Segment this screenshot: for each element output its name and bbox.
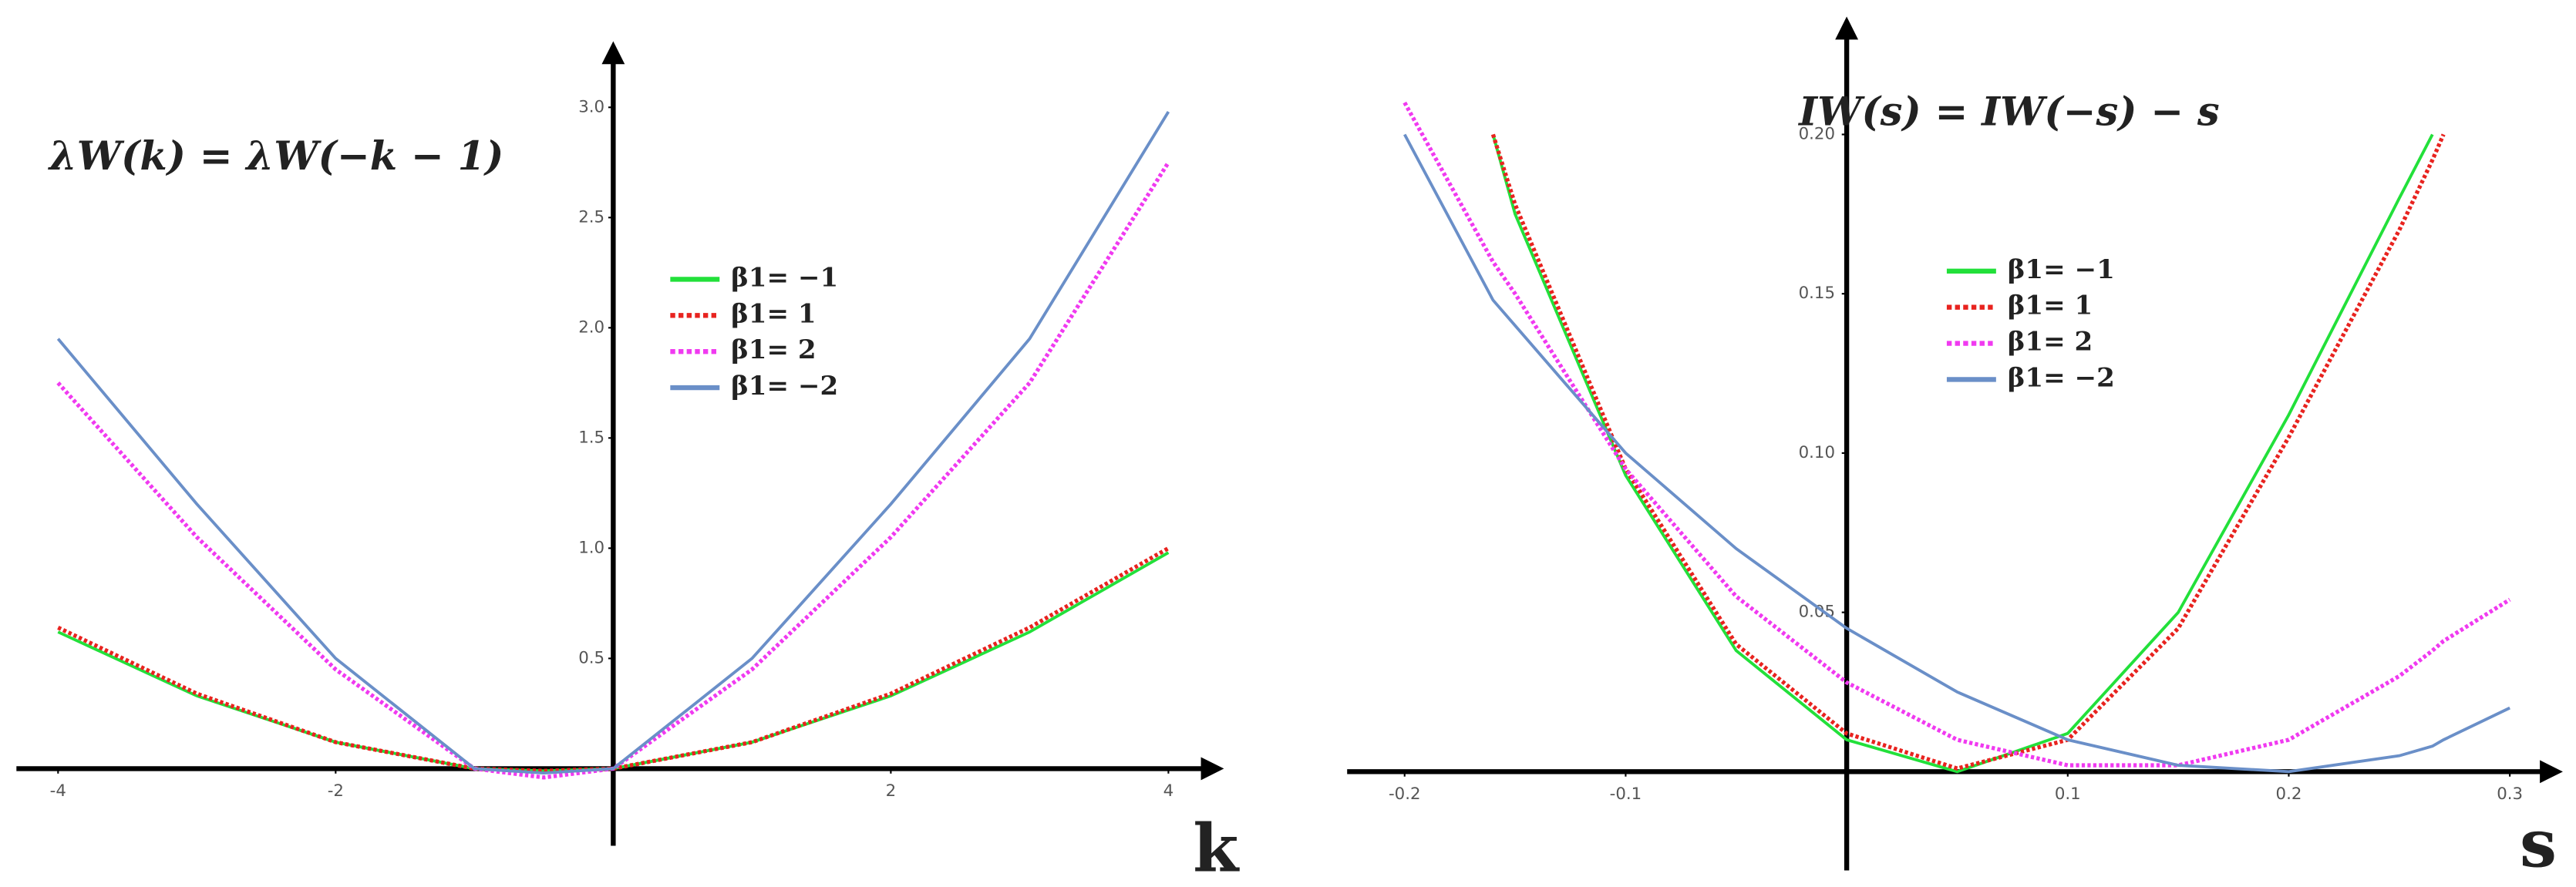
y-tick-label: 1.5	[578, 428, 604, 447]
legend-label: β1= 1	[2008, 291, 2093, 321]
x-axis-arrow	[1200, 757, 1224, 781]
legend-label: β1= 1	[731, 298, 816, 329]
chart-title: λW(k) = λW(−k − 1)	[48, 133, 503, 180]
series-line	[1403, 133, 2510, 774]
x-axis-label: k	[1193, 811, 1240, 887]
x-tick-label: 0.2	[2276, 785, 2302, 804]
y-tick-label: 1.0	[578, 538, 604, 557]
y-tick-label: 2.0	[578, 318, 604, 337]
chart-title: IW(s) = IW(−s) − s	[1797, 89, 2219, 135]
series-line	[1490, 133, 2446, 771]
legend-label: β1= −1	[2008, 254, 2115, 285]
x-tick-label: 2	[886, 781, 897, 801]
legend-label: β1= −2	[731, 371, 838, 402]
y-tick-label: 0.10	[1799, 443, 1835, 462]
x-tick-label: 0.3	[2497, 785, 2523, 804]
x-tick-label: -0.2	[1389, 785, 1421, 804]
x-tick-label: -2	[328, 781, 344, 801]
series-line	[56, 111, 1170, 775]
x-axis-arrow	[2540, 760, 2563, 784]
y-axis-arrow	[601, 41, 625, 65]
legend-label: β1= 2	[731, 334, 816, 365]
y-tick-label: 3.0	[578, 97, 604, 116]
series-line	[56, 161, 1170, 780]
y-tick-label: 0.5	[578, 648, 604, 667]
legend-label: β1= −1	[731, 262, 838, 293]
x-tick-label: 4	[1163, 781, 1174, 801]
y-tick-label: 0.20	[1799, 124, 1835, 143]
x-tick-label: -4	[50, 781, 66, 801]
series-line	[57, 546, 1170, 773]
x-tick-label: -0.1	[1610, 785, 1642, 804]
x-axis-label: s	[2520, 805, 2557, 882]
y-tick-label: 2.5	[578, 207, 604, 227]
legend-label: β1= 2	[2008, 327, 2093, 358]
y-tick-label: 0.15	[1799, 284, 1835, 303]
series-line	[1491, 133, 2434, 774]
x-tick-label: 0.1	[2055, 785, 2081, 804]
series-line	[1402, 101, 2511, 768]
legend-label: β1= −2	[2008, 362, 2115, 393]
y-axis-arrow	[1835, 16, 1859, 40]
